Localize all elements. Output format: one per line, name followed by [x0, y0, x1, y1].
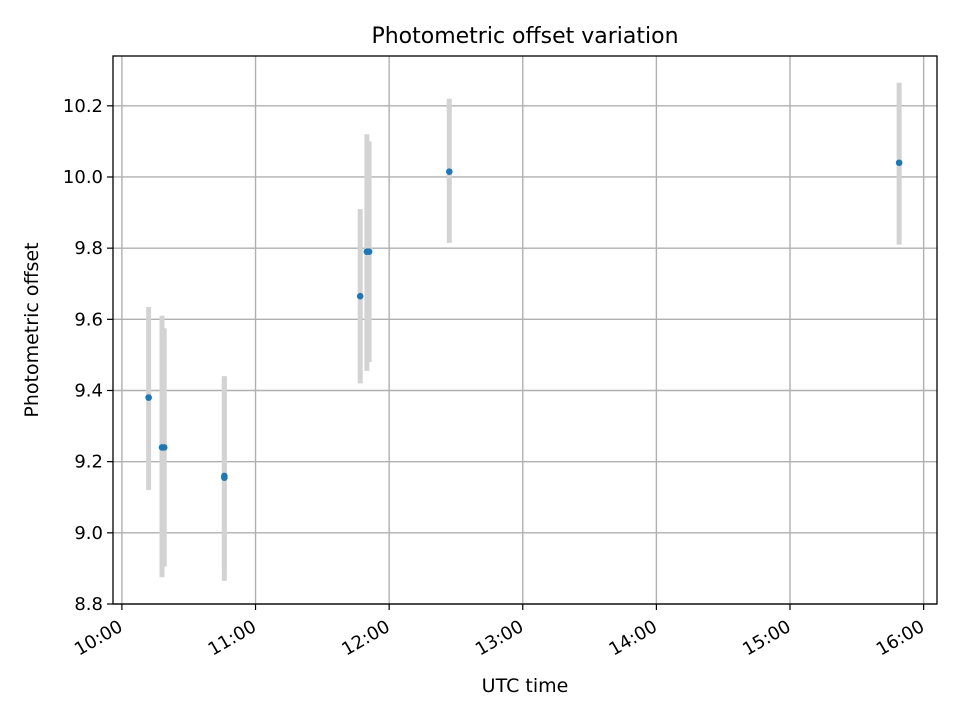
x-axis-label: UTC time: [482, 675, 569, 697]
data-point: [895, 159, 903, 167]
point-group: [145, 159, 903, 481]
data-point: [221, 474, 228, 481]
y-tick-label: 9.4: [74, 380, 103, 401]
plot-frame: [112, 55, 938, 605]
x-axis-ticks: 10:00 11:00 12:00 13:00 14:00 15:00 16:00: [71, 604, 928, 660]
data-point: [145, 394, 152, 401]
grid-lines: [113, 56, 937, 605]
x-tick-label: 15:00: [739, 616, 794, 660]
data-point: [356, 292, 364, 300]
x-tick-label: 16:00: [873, 616, 928, 660]
y-tick-label: 9.8: [74, 238, 103, 259]
data-point: [160, 444, 168, 451]
chart-title: Photometric offset variation: [371, 24, 678, 49]
x-tick-label: 14:00: [605, 616, 660, 660]
y-tick-label: 10.2: [63, 96, 103, 117]
x-tick-label: 10:00: [71, 616, 126, 660]
y-axis-label: Photometric offset: [21, 242, 43, 417]
y-tick-label: 9.0: [74, 523, 103, 544]
x-tick-label: 13:00: [472, 616, 527, 660]
errorbar-group: [146, 82, 902, 581]
data-point: [445, 168, 453, 175]
y-tick-label: 8.8: [74, 594, 103, 615]
y-tick-label: 10.0: [63, 167, 103, 188]
data-point: [365, 248, 373, 256]
x-tick-label: 12:00: [338, 616, 393, 660]
y-tick-label: 9.6: [74, 309, 103, 330]
y-axis-ticks: 8.8 9.0 9.2 9.4 9.6 9.8 10.0 10.2: [63, 96, 113, 615]
y-tick-label: 9.2: [74, 452, 103, 473]
x-tick-label: 11:00: [205, 616, 260, 660]
